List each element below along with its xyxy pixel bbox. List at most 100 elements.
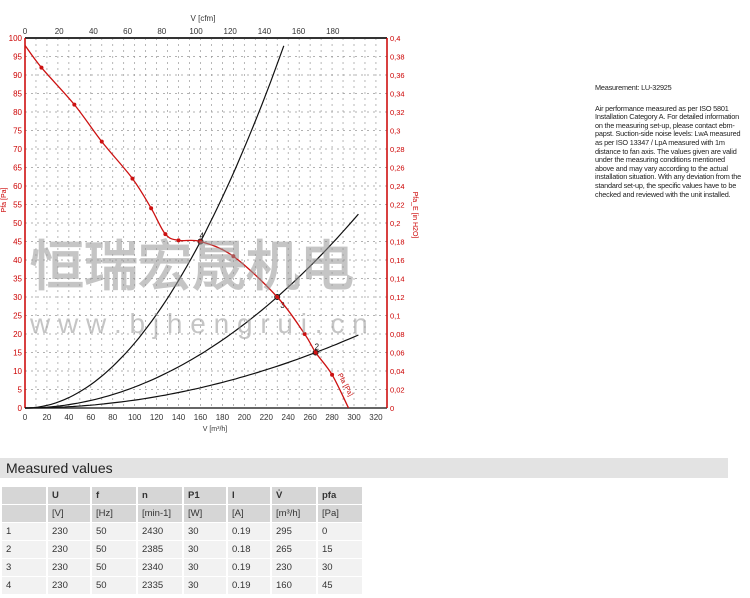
table-cell <box>2 505 46 522</box>
fan-curve-marker <box>231 254 236 259</box>
y-tick-label: 100 <box>9 34 23 43</box>
system-curve-2 <box>25 334 359 409</box>
table-cell: 50 <box>92 559 136 576</box>
table-cell: 50 <box>92 577 136 594</box>
y2-tick-label: 0,34 <box>390 90 405 99</box>
table-cell: 230 <box>48 541 90 558</box>
table-cell: [Pa] <box>318 505 362 522</box>
table-cell: V̇ <box>272 487 316 504</box>
table-row: 1 230 50 2430 30 0.19 295 0 <box>2 523 362 540</box>
table-cell: [W] <box>184 505 226 522</box>
x2-tick-label: 180 <box>326 27 340 36</box>
y-tick-label: 10 <box>13 367 22 376</box>
x-tick-label: 60 <box>86 413 95 422</box>
table-cell: U <box>48 487 90 504</box>
x-tick-label: 280 <box>325 413 339 422</box>
fan-curve-marker <box>130 176 135 181</box>
y-tick-label: 70 <box>13 145 22 154</box>
y2-tick-label: 0,08 <box>390 330 405 339</box>
fan-curve-marker <box>313 350 318 355</box>
x-tick-label: 140 <box>172 413 186 422</box>
y2-tick-label: 0,04 <box>390 367 405 376</box>
table-row: 2 230 50 2385 30 0.18 265 15 <box>2 541 362 558</box>
y2-tick-label: 0,22 <box>390 201 405 210</box>
operating-point-2 <box>312 349 319 356</box>
fan-curve-marker <box>72 102 77 107</box>
y2-tick-label: 0,16 <box>390 256 405 265</box>
x-tick-label: 80 <box>108 413 117 422</box>
table-cell: 0.19 <box>228 523 270 540</box>
table-cell: 0.18 <box>228 541 270 558</box>
y-tick-label: 60 <box>13 182 22 191</box>
y-tick-label: 15 <box>13 349 22 358</box>
table-cell: 30 <box>184 541 226 558</box>
table-cell: 2335 <box>138 577 182 594</box>
table-cell: 230 <box>48 577 90 594</box>
table-cell: [min-1] <box>138 505 182 522</box>
y-tick-label: 35 <box>13 275 22 284</box>
y2-tick-label: 0,14 <box>390 275 405 284</box>
y-tick-label: 95 <box>13 53 22 62</box>
fan-curve-label: Pfa [Pa] <box>336 372 354 397</box>
y-tick-label: 50 <box>13 219 22 228</box>
table-row: 4 230 50 2335 30 0.19 160 45 <box>2 577 362 594</box>
table-cell: 295 <box>272 523 316 540</box>
table-cell: 2385 <box>138 541 182 558</box>
table-cell: 0.19 <box>228 559 270 576</box>
x-tick-label: 200 <box>238 413 252 422</box>
x-tick-label: 220 <box>260 413 274 422</box>
operating-point-label: 4 <box>199 232 204 241</box>
measurement-id: Measurement: LU-32925 <box>595 83 672 92</box>
y-tick-label: 80 <box>13 108 22 117</box>
table-cell: 230 <box>272 559 316 576</box>
y-tick-label: 0 <box>18 404 23 413</box>
y2-tick-label: 0,36 <box>390 71 405 80</box>
y2-tick-label: 0,18 <box>390 238 405 247</box>
fan-curve-marker <box>330 372 335 377</box>
x-tick-label: 320 <box>369 413 383 422</box>
x2-tick-label: 140 <box>258 27 272 36</box>
x2-tick-label: 160 <box>292 27 306 36</box>
y-tick-label: 25 <box>13 312 22 321</box>
y2-tick-label: 0,38 <box>390 53 405 62</box>
table-cell: [A] <box>228 505 270 522</box>
y-tick-label: 20 <box>13 330 22 339</box>
table-units-row: [V] [Hz] [min-1] [W] [A] [m³/h] [Pa] <box>2 505 362 522</box>
y2-axis-title: Pfa_E [in H2O] <box>411 192 418 239</box>
x2-tick-label: 0 <box>23 27 28 36</box>
table-cell: 160 <box>272 577 316 594</box>
x2-tick-label: 40 <box>89 27 98 36</box>
fan-curve-marker <box>39 65 44 70</box>
fan-curve-marker <box>302 332 307 336</box>
x-tick-label: 240 <box>282 413 296 422</box>
y-tick-label: 75 <box>13 127 22 136</box>
x-tick-label: 0 <box>23 413 28 422</box>
x-tick-label: 100 <box>128 413 142 422</box>
fan-curve-marker <box>163 232 168 237</box>
table-cell: 30 <box>184 523 226 540</box>
y-tick-label: 65 <box>13 164 22 173</box>
y-tick-label: 90 <box>13 71 22 80</box>
table-cell <box>2 487 46 504</box>
table-cell: f <box>92 487 136 504</box>
table-cell: 230 <box>48 559 90 576</box>
y2-tick-label: 0,12 <box>390 293 405 302</box>
table-cell: [V] <box>48 505 90 522</box>
y-tick-label: 5 <box>18 386 23 395</box>
x-tick-label: 260 <box>303 413 317 422</box>
table-cell: [Hz] <box>92 505 136 522</box>
y2-tick-label: 0,32 <box>390 108 405 117</box>
y2-tick-label: 0,2 <box>390 219 400 228</box>
y2-tick-label: 0,1 <box>390 312 400 321</box>
table-cell: P1 <box>184 487 226 504</box>
x2-tick-label: 20 <box>55 27 64 36</box>
x2-axis-title: V [cfm] <box>191 14 216 23</box>
x2-tick-label: 100 <box>189 27 203 36</box>
y-tick-label: 40 <box>13 256 22 265</box>
table-cell: 30 <box>184 559 226 576</box>
fan-curve-marker <box>275 295 280 299</box>
x2-tick-label: 80 <box>157 27 166 36</box>
measurement-text: Air performance measured as per ISO 5801… <box>595 103 741 199</box>
table-cell: 30 <box>318 559 362 576</box>
table-cell: [m³/h] <box>272 505 316 522</box>
